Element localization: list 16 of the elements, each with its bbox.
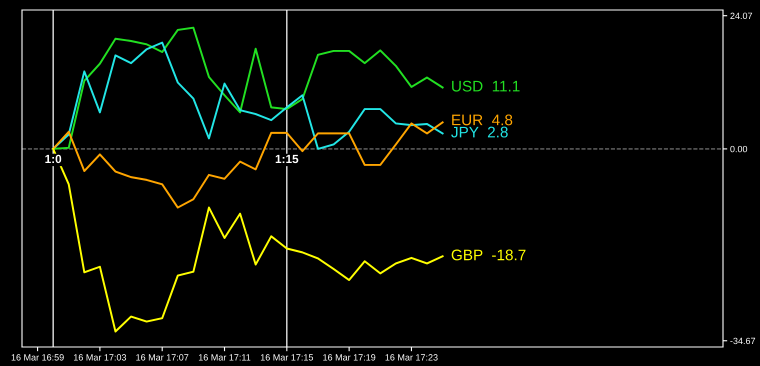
y-tick-label: 24.07 bbox=[730, 12, 752, 20]
x-tick-label: 16 Mar 17:15 bbox=[260, 354, 314, 361]
ref-line-label: 1:15 bbox=[276, 154, 298, 164]
annotation: EUR 4.8 bbox=[452, 114, 512, 126]
y-tick-label: -34.67 bbox=[730, 338, 756, 344]
x-tick-label: 16 Mar 17:19 bbox=[323, 354, 376, 361]
x-tick-label: 16 Mar 17:07 bbox=[136, 354, 188, 361]
x-tick-label: 16 Mar 17:11 bbox=[198, 354, 250, 361]
x-tick-label: 16 Mar 17:03 bbox=[74, 354, 126, 361]
annotation: USD 11.1 bbox=[452, 80, 520, 92]
annotation: GBP -18.7 bbox=[452, 250, 526, 260]
y-tick-label: 0.00 bbox=[730, 146, 748, 152]
ref-line-label: 1:0 bbox=[45, 154, 62, 164]
x-tick-label: 16 Mar 16:59 bbox=[12, 354, 64, 361]
annotation: JPY 2.8 bbox=[451, 126, 508, 138]
x-tick-label: 16 Mar 17:23 bbox=[386, 354, 438, 361]
